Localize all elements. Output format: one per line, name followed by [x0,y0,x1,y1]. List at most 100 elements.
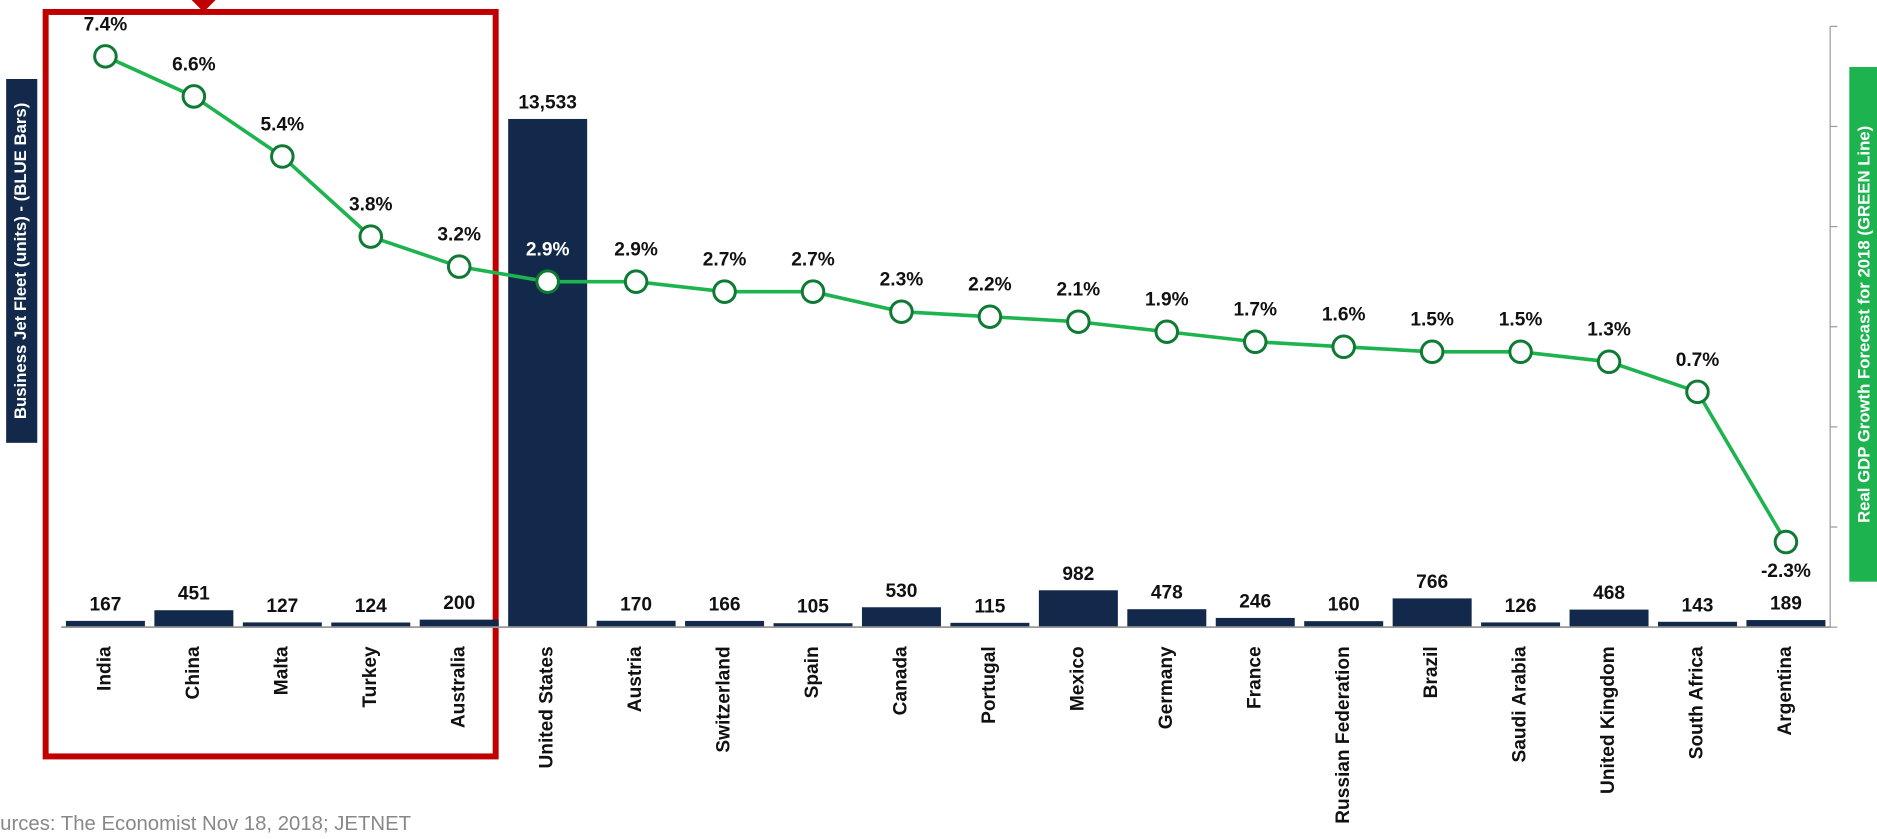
bar [773,623,853,628]
gdp-label: 0.7% [1676,350,1720,371]
gdp-point [977,304,1003,329]
y-label-box [6,78,38,443]
x-tick-label: Switzerland [714,646,735,752]
x-tick-label: Austria [625,646,646,712]
bar [1304,621,1384,628]
x-tick-label: Saudi Arabia [1510,646,1531,763]
bar-label: 124 [355,596,387,617]
gdp-point [800,279,826,304]
x-tick-label: China [183,646,204,699]
gdp-point [889,299,914,324]
bar [1392,598,1472,628]
bar [154,610,234,628]
gdp-label: 2.1% [1057,280,1101,301]
x-tick-label: Turkey [360,646,381,708]
bar-label: 982 [1062,564,1094,585]
bar-label: 468 [1593,583,1625,604]
bar [508,118,588,628]
y-axis-label: Business Jet Fleet (units) - (BLUE Bars) [11,103,30,419]
gdp-label: 3.2% [437,225,481,246]
bar-label: 160 [1328,595,1360,616]
gdp-point [712,279,737,304]
bar [1746,620,1826,628]
x-tick-label: Portugal [979,646,1000,724]
bar-label: 246 [1239,591,1271,612]
gdp-label: 2.2% [968,275,1012,296]
gdp-point [181,84,207,109]
x-tick-label: India [94,646,115,691]
bar [685,620,765,628]
gdp-label: 2.9% [614,240,658,261]
x-tick-label: Brazil [1421,646,1442,698]
gdp-label: 2.7% [791,250,835,271]
gdp-point [1773,529,1799,555]
bar-label: 451 [178,584,210,605]
bar-label: 200 [443,593,475,614]
gdp-label: 1.9% [1145,290,1189,311]
gdp-point [358,224,384,249]
gdp-label: 1.5% [1499,310,1543,331]
bar-label: 166 [709,594,741,615]
gdp-point [623,269,649,294]
bar [1127,609,1207,628]
bar-label: 189 [1770,594,1802,615]
bar-label: 13,533 [518,92,577,113]
x-tick-label: United Kingdom [1598,646,1619,794]
bar [950,622,1030,628]
bar-label: 127 [266,596,298,617]
bar-label: 126 [1505,596,1537,617]
gdp-point [446,254,472,279]
bar-label: 530 [885,581,917,602]
gdp-label: 1.6% [1322,305,1366,326]
bar [1569,609,1649,628]
gdp-point [1242,329,1268,355]
gdp-point [1596,349,1622,375]
bar [65,620,145,628]
bar-label: 478 [1151,583,1183,604]
gdp-point [1331,334,1356,360]
x-tick-label: Germany [1156,646,1177,729]
y2-label-box [1849,67,1877,582]
x-tick-label: Malta [271,646,292,695]
bar-label: 143 [1682,595,1714,616]
x-tick-label: Argentina [1775,646,1796,736]
x-tick-label: South Africa [1687,646,1708,759]
gdp-label: 2.3% [880,270,924,291]
bar-label: 170 [620,594,652,615]
bar [331,622,411,628]
gdp-line [104,54,1788,543]
x-tick-label: Spain [802,646,823,698]
x-tick-label: Australia [448,646,469,728]
gdp-label: 1.5% [1410,310,1454,331]
bar-label: 115 [974,596,1005,617]
gdp-point [1066,309,1091,335]
x-tick-label: France [1244,646,1265,709]
gdp-point [1419,339,1445,365]
highlight-arrow [191,0,216,12]
bar [419,619,499,628]
bar [1657,621,1737,628]
bar [1481,622,1561,628]
gdp-label: 2.7% [703,250,747,271]
gdp-point [1154,319,1180,345]
gdp-label: 6.6% [172,54,216,75]
highlight-box [42,8,499,760]
bar [1215,617,1295,628]
gdp-point [270,144,295,169]
gdp-label: 3.8% [349,195,393,216]
gdp-label: 1.7% [1233,300,1277,321]
gdp-point [1685,379,1710,405]
bar [596,620,676,628]
x-tick-label: Canada [891,646,912,715]
gdp-label: 5.4% [261,114,305,135]
gdp-label: 2.9% [526,240,570,261]
bar-label: 167 [89,594,121,615]
bar [242,622,322,628]
bar [861,607,941,628]
x-tick-label: Russian Federation [1333,646,1354,823]
gdp-point [535,269,560,294]
source-note: urces: The Economist Nov 18, 2018; JETNE… [0,813,411,835]
gdp-point [93,44,118,69]
